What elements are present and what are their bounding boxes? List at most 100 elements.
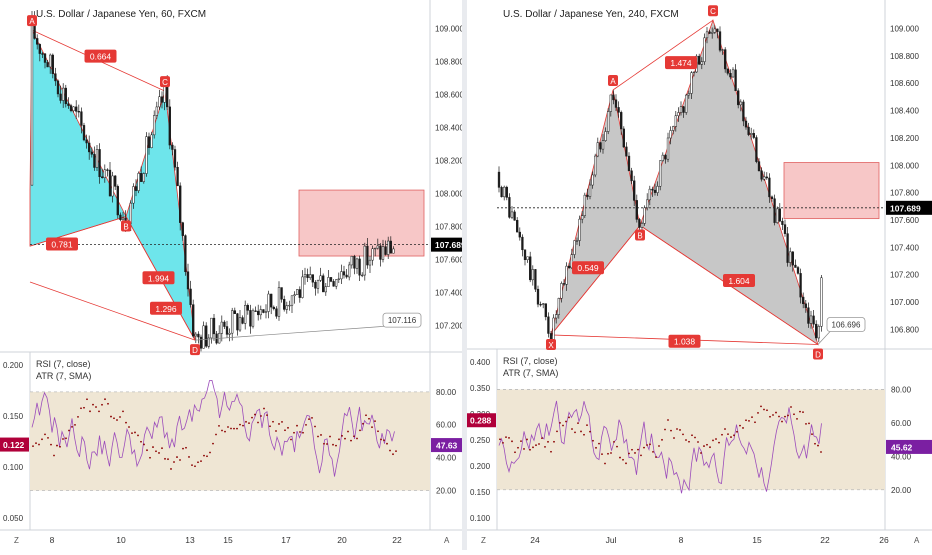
atr-point: [718, 441, 720, 444]
candle-body: [578, 218, 581, 241]
candle-body: [781, 220, 784, 225]
candle-body: [132, 186, 135, 204]
atr-point: [116, 419, 118, 421]
atr-point: [742, 427, 744, 429]
pattern-point-badge: [160, 76, 170, 88]
atr-point: [344, 437, 346, 440]
candle-body: [505, 186, 508, 198]
candle-body: [796, 267, 800, 274]
candle-body: [186, 271, 190, 290]
candle-body: [539, 303, 542, 306]
candle-body: [672, 126, 675, 131]
atr-point: [56, 444, 58, 447]
rsi-axis-label: 80.00: [891, 385, 912, 394]
atr-point: [302, 431, 304, 434]
price-tick-label: 108.800: [890, 52, 919, 61]
atr-point: [362, 422, 364, 425]
candle-body: [158, 96, 161, 108]
rsi-axis-label: 20.00: [891, 486, 912, 495]
candle-body: [93, 154, 96, 168]
chart-canvas-60min[interactable]: U.S. Dollar / Japanese Yen, 60, FXCM 109.…: [0, 0, 466, 550]
atr-point: [356, 437, 358, 440]
chart-panel-240min[interactable]: U.S. Dollar / Japanese Yen, 240, FXCM 109…: [467, 0, 932, 550]
candle-body: [682, 106, 685, 113]
atr-point: [745, 419, 747, 422]
price-tick-label: 108.000: [435, 189, 462, 198]
candle-body: [212, 317, 216, 335]
candle-body: [184, 235, 187, 273]
atr-point: [383, 439, 385, 442]
target-callout-box: [382, 312, 422, 328]
chart-canvas-240min[interactable]: U.S. Dollar / Japanese Yen, 240, FXCM 109…: [467, 0, 932, 550]
candle-body: [669, 130, 672, 139]
candle-body: [223, 321, 226, 327]
candle-body: [189, 288, 192, 305]
atr-axis-label: 0.400: [470, 358, 491, 367]
candlestick-series: [497, 25, 823, 349]
candle-body: [306, 274, 309, 279]
time-tick-label: 8: [50, 535, 55, 545]
atr-point: [538, 443, 540, 445]
candle-body: [510, 211, 514, 218]
candle-body: [316, 280, 320, 289]
pattern-point-badge: [608, 75, 618, 86]
candle-body: [542, 303, 545, 305]
atr-point: [164, 457, 166, 460]
atr-point: [296, 424, 298, 427]
candle-body: [140, 173, 143, 182]
candle-body: [713, 28, 716, 33]
atr-point: [95, 406, 97, 408]
candle-body: [703, 37, 706, 62]
candle-body: [508, 197, 511, 218]
panel-divider[interactable]: [462, 0, 467, 550]
atr-point: [308, 418, 310, 421]
candle-body: [817, 326, 820, 339]
price-tick-label: 108.400: [435, 123, 462, 132]
atr-point: [523, 448, 525, 450]
atr-point: [760, 405, 762, 408]
atr-point: [499, 438, 501, 441]
atr-point: [661, 438, 663, 441]
candle-body: [734, 69, 737, 91]
candle-body: [521, 236, 524, 251]
atr-point: [314, 425, 316, 428]
candle-body: [210, 317, 213, 339]
candle-body: [744, 120, 748, 128]
atr-point: [104, 398, 106, 401]
atr-point: [47, 436, 49, 439]
price-tick-label: 109.000: [890, 24, 919, 33]
pattern-ratio-badge: [668, 334, 701, 348]
candle-body: [173, 149, 177, 168]
candle-body: [588, 184, 592, 197]
candle-body: [241, 317, 244, 324]
rsi-legend-label: RSI (7, close): [503, 356, 558, 366]
zoom-corner-label: Z: [481, 536, 486, 545]
candle-body: [724, 49, 727, 70]
candle-body: [381, 246, 385, 260]
candle-body: [62, 87, 65, 101]
atr-point: [32, 445, 34, 448]
candle-body: [516, 220, 519, 233]
atr-point: [140, 440, 142, 443]
pattern-ratio-badge: [572, 261, 604, 275]
candle-body: [296, 289, 299, 295]
chart-panel-60min[interactable]: U.S. Dollar / Japanese Yen, 60, FXCM 109.…: [0, 0, 466, 550]
pattern-leg-ac: [612, 19, 714, 91]
candle-body: [698, 55, 701, 65]
atr-point: [158, 452, 160, 454]
pattern-point-label: B: [637, 231, 642, 240]
atr-point: [209, 451, 211, 454]
pattern-ratio-label: 1.296: [155, 304, 177, 314]
atr-point: [670, 429, 672, 432]
atr-point: [92, 403, 94, 406]
pattern-ratio-badge: [142, 271, 175, 285]
rsi-current-badge: [886, 439, 932, 454]
candle-body: [601, 140, 605, 150]
atr-point: [757, 412, 759, 414]
atr-point: [206, 455, 208, 458]
atr-point: [179, 459, 181, 461]
candle-body: [150, 134, 153, 148]
candle-body: [599, 142, 602, 150]
atr-point: [86, 398, 88, 401]
atr-point: [658, 445, 660, 447]
